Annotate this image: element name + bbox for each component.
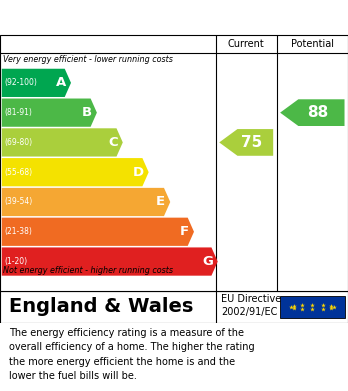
- Text: EU Directive
2002/91/EC: EU Directive 2002/91/EC: [221, 294, 281, 317]
- Polygon shape: [2, 158, 149, 187]
- Text: (81-91): (81-91): [5, 108, 32, 117]
- Text: F: F: [180, 225, 189, 238]
- Text: E: E: [156, 196, 165, 208]
- Polygon shape: [280, 99, 345, 126]
- Text: (69-80): (69-80): [5, 138, 33, 147]
- Text: Not energy efficient - higher running costs: Not energy efficient - higher running co…: [3, 266, 173, 275]
- Text: A: A: [56, 76, 66, 90]
- Text: B: B: [82, 106, 92, 119]
- Text: England & Wales: England & Wales: [9, 298, 193, 316]
- Text: D: D: [133, 166, 144, 179]
- Polygon shape: [219, 129, 273, 156]
- Text: C: C: [108, 136, 118, 149]
- Text: (39-54): (39-54): [5, 197, 33, 206]
- Polygon shape: [2, 188, 170, 216]
- Text: 75: 75: [241, 135, 262, 150]
- Text: Potential: Potential: [291, 39, 334, 49]
- Polygon shape: [2, 218, 194, 246]
- Polygon shape: [2, 69, 71, 97]
- Polygon shape: [2, 99, 97, 127]
- Text: (92-100): (92-100): [5, 78, 37, 87]
- Text: The energy efficiency rating is a measure of the
overall efficiency of a home. T: The energy efficiency rating is a measur…: [9, 328, 254, 381]
- Polygon shape: [2, 248, 218, 276]
- Text: (1-20): (1-20): [5, 257, 27, 266]
- Text: Energy Efficiency Rating: Energy Efficiency Rating: [9, 10, 230, 25]
- Text: 88: 88: [307, 105, 329, 120]
- Text: G: G: [202, 255, 213, 268]
- Text: Current: Current: [228, 39, 264, 49]
- Bar: [280, 296, 345, 318]
- Text: Very energy efficient - lower running costs: Very energy efficient - lower running co…: [3, 55, 173, 64]
- Polygon shape: [2, 128, 123, 156]
- Text: (21-38): (21-38): [5, 227, 32, 236]
- Text: (55-68): (55-68): [5, 168, 33, 177]
